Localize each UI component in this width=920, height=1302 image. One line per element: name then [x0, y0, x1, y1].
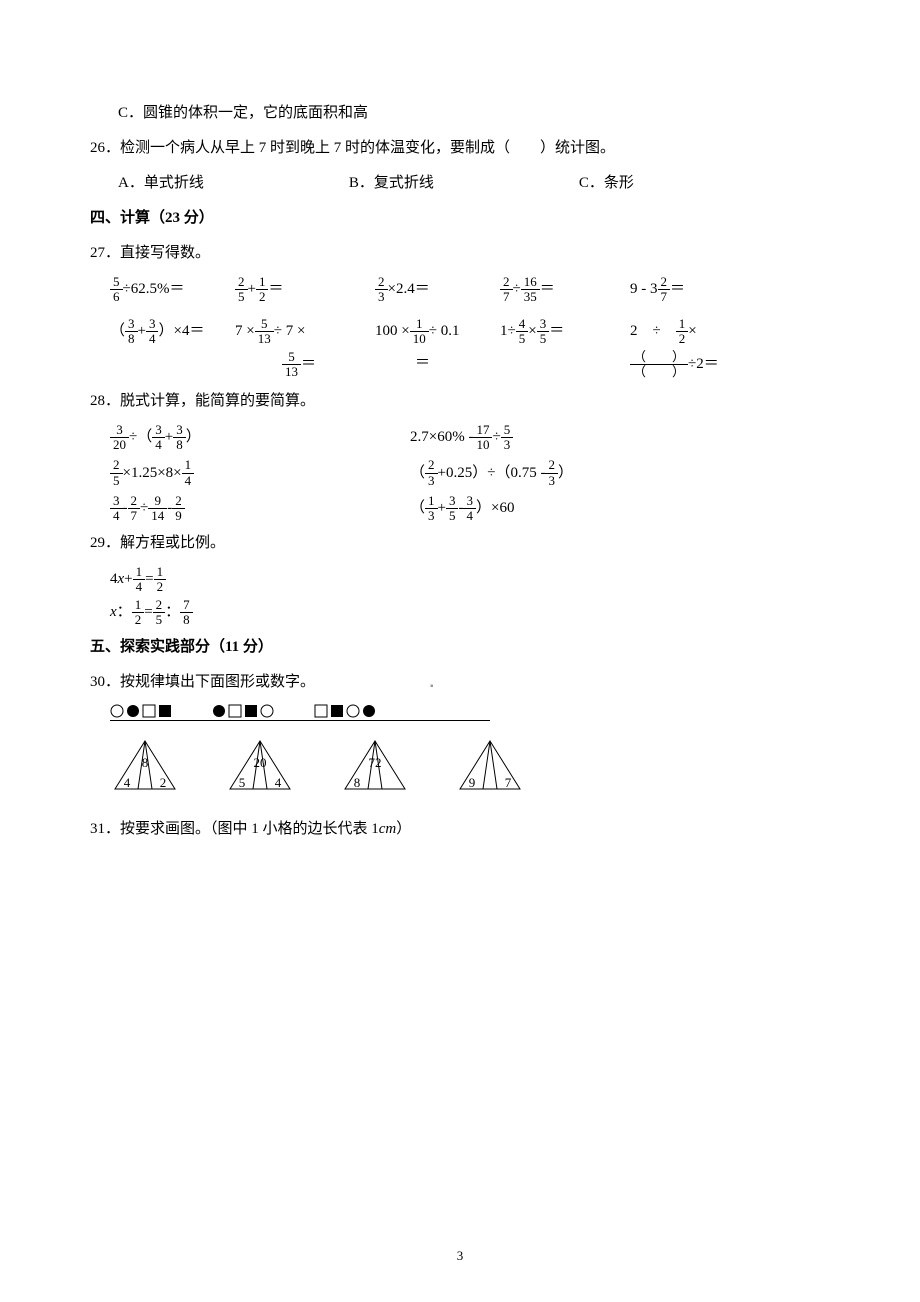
q28-r1-left: 320÷（34+38） [110, 423, 410, 453]
q27-r1-3: 23×2.4＝ [375, 275, 500, 305]
q26-opt-c: C．条形 [579, 170, 634, 197]
q30-pattern: 8 4 2 20 5 4 72 8 9 7 [90, 704, 830, 794]
d1-left: 4 [124, 775, 131, 790]
q30-text: 30．按规律填出下面图形或数字。 [90, 669, 830, 696]
d4-left: 9 [469, 775, 476, 790]
diamond-4: 9 7 [455, 739, 525, 794]
q26-options: A．单式折线 B．复式折线 C．条形 [90, 170, 830, 197]
diamond-1: 8 4 2 [110, 739, 180, 794]
q28-row3: 34-27÷914-29 （13+35-34）×60 [90, 494, 830, 524]
d4-right: 7 [505, 775, 512, 790]
d2-top: 20 [254, 755, 267, 770]
q27-r1-4: 27÷1635＝ [500, 275, 630, 305]
section4-header: 四、计算（23 分） [90, 205, 830, 232]
d3-left: 8 [354, 775, 361, 790]
q27-r2-5: 2 ÷ 12× （ ）（ ）÷2＝ [630, 317, 719, 380]
diamonds-row: 8 4 2 20 5 4 72 8 9 7 [110, 739, 830, 794]
q29-text: 29．解方程或比例。 [90, 530, 830, 557]
circle-filled-icon [362, 704, 376, 718]
d2-right: 4 [275, 775, 282, 790]
q25-option-c: C．圆锥的体积一定，它的底面积和高 [90, 100, 830, 127]
diamond-2: 20 5 4 [225, 739, 295, 794]
q27-r1-2: 25+12＝ [235, 275, 375, 305]
q28-r2-right: （23+0.25）÷（0.75 - 23） [410, 458, 573, 488]
q28-r3-left: 34-27÷914-29 [110, 494, 410, 524]
circle-empty-icon [110, 704, 124, 718]
q26-text: 26．检测一个病人从早上 7 时到晚上 7 时的体温变化，要制成（ ）统计图。 [90, 135, 830, 162]
q31-text: 31．按要求画图。（图中 1 小格的边长代表 1cm） [90, 816, 830, 843]
circle-empty-icon [346, 704, 360, 718]
shape-group-1 [110, 704, 172, 718]
q28-r1-right: 2.7×60% - 1710÷53 [410, 423, 513, 453]
square-filled-icon [158, 704, 172, 718]
square-empty-icon [314, 704, 328, 718]
q27-r2-1: （38+34）×4＝ [110, 317, 235, 347]
d1-right: 2 [160, 775, 167, 790]
dot-marker: ▪ [430, 678, 434, 696]
q27-text: 27．直接写得数。 [90, 240, 830, 267]
section5-header: 五、探索实践部分（11 分） [90, 634, 830, 661]
q28-row1: 320÷（34+38） 2.7×60% - 1710÷53 [90, 423, 830, 453]
q28-text: 28．脱式计算，能简算的要简算。 [90, 388, 830, 415]
q28-row2: 25×1.25×8×14 （23+0.25）÷（0.75 - 23） [90, 458, 830, 488]
shape-group-2 [212, 704, 274, 718]
q27-r1-5: 9 - 327＝ [630, 275, 685, 305]
page-number: 3 [457, 1244, 464, 1267]
square-empty-icon [142, 704, 156, 718]
square-filled-icon [244, 704, 258, 718]
q26-opt-b: B．复式折线 [349, 170, 434, 197]
d2-left: 5 [239, 775, 246, 790]
d1-top: 8 [142, 755, 149, 770]
q29-eq2: x：12=25：78 [90, 598, 830, 628]
shapes-row [110, 704, 490, 721]
q27-r2-2: 7 × 513÷ 7 × 513＝ [235, 317, 375, 380]
circle-empty-icon [260, 704, 274, 718]
q27-r2-3: 100 × 110÷ 0.1 ＝ [375, 317, 500, 378]
square-empty-icon [228, 704, 242, 718]
q28-r2-left: 25×1.25×8×14 [110, 458, 410, 488]
circle-filled-icon [212, 704, 226, 718]
q27-r1-1: 56÷62.5%＝ [110, 275, 235, 305]
diamond-3: 72 8 [340, 739, 410, 794]
q27-row2: （38+34）×4＝ 7 × 513÷ 7 × 513＝ 100 × 110÷ … [90, 317, 830, 380]
q28-r3-right: （13+35-34）×60 [410, 494, 514, 524]
q27-row1: 56÷62.5%＝ 25+12＝ 23×2.4＝ 27÷1635＝ 9 - 32… [90, 275, 830, 305]
q27-r2-4: 1÷45×35＝ [500, 317, 630, 347]
shape-group-3 [314, 704, 376, 718]
q26-opt-a: A．单式折线 [118, 170, 204, 197]
circle-filled-icon [126, 704, 140, 718]
d3-top: 72 [369, 755, 382, 770]
q29-eq1: 4x+14=12 [90, 565, 830, 595]
square-filled-icon [330, 704, 344, 718]
